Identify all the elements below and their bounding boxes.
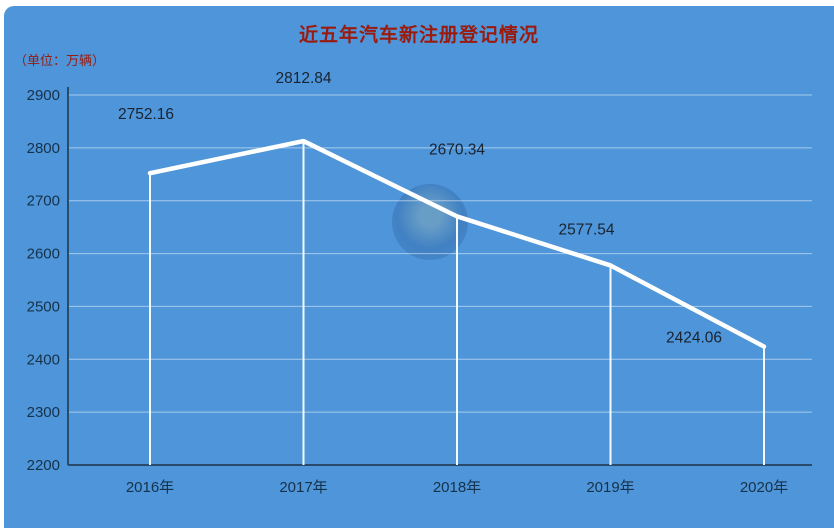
line-chart: 2200 2300 2400 2500 2600 2700 2800 2900 2752.16 2…: [27, 70, 812, 496]
x-tick-label: 2016年: [126, 479, 174, 496]
data-label: 2812.84: [275, 70, 331, 87]
y-tick-label: 2400: [27, 351, 60, 368]
data-label: 2752.16: [118, 106, 174, 123]
data-label: 2670.34: [429, 141, 485, 158]
chart-title: 近五年汽车新注册登记情况: [298, 25, 539, 46]
data-label: 2577.54: [558, 221, 614, 238]
y-tick-label: 2500: [27, 298, 60, 315]
data-label: 2424.06: [666, 330, 722, 347]
x-tick-label: 2017年: [279, 479, 327, 496]
x-tick-label: 2019年: [586, 479, 634, 496]
y-tick-label: 2200: [27, 457, 60, 474]
watermark-logo: [392, 184, 468, 260]
x-tick-label: 2018年: [433, 479, 481, 496]
chart-background: 近五年汽车新注册登记情况 （单位：万辆） 2200 2300 2400 2500 260…: [4, 6, 834, 528]
y-tick-label: 2700: [27, 193, 60, 210]
x-tick-label: 2020年: [740, 479, 788, 496]
y-tick-label: 2300: [27, 404, 60, 421]
y-tick-label: 2800: [27, 140, 60, 157]
y-tick-label: 2600: [27, 246, 60, 263]
unit-label: （单位：万辆）: [14, 53, 106, 68]
series-line: [147, 138, 767, 349]
y-tick-label: 2900: [27, 87, 60, 104]
